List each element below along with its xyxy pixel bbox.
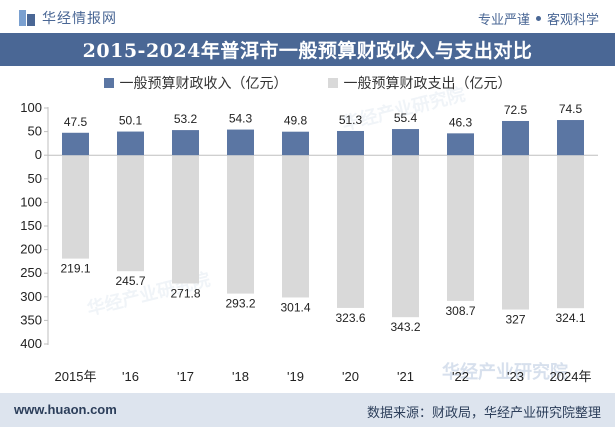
title-band: 2015-2024年普洱市一般预算财政收入与支出对比 bbox=[0, 33, 615, 66]
x-category-label: '21 bbox=[397, 369, 414, 384]
legend-swatch-income bbox=[103, 78, 114, 88]
expense-value-label: 271.8 bbox=[170, 286, 200, 300]
x-category-label: '17 bbox=[177, 369, 194, 384]
brand-logo: 华经情报网 bbox=[18, 8, 117, 28]
y-tick-label: 200 bbox=[20, 242, 42, 257]
y-tick-label: 50 bbox=[28, 124, 42, 139]
y-tick-label: 400 bbox=[20, 336, 42, 351]
income-value-label: 51.3 bbox=[339, 113, 363, 127]
y-tick-label: 300 bbox=[20, 289, 42, 304]
x-category-label: 2015年 bbox=[55, 369, 97, 384]
y-tick-label: 100 bbox=[20, 194, 42, 209]
chart-title: 2015-2024年普洱市一般预算财政收入与支出对比 bbox=[82, 40, 533, 62]
income-bar bbox=[337, 130, 364, 156]
income-value-label: 50.1 bbox=[119, 114, 143, 128]
y-tick-label: 350 bbox=[20, 312, 42, 327]
expense-value-label: 219.1 bbox=[60, 262, 90, 276]
expense-bar bbox=[227, 155, 254, 294]
expense-value-label: 324.1 bbox=[555, 311, 585, 325]
expense-bar bbox=[557, 155, 584, 309]
slogan-left: 专业严谨 bbox=[477, 12, 530, 27]
income-value-label: 49.8 bbox=[284, 114, 308, 128]
x-category-label: '16 bbox=[122, 369, 139, 384]
x-category-label: 2024年 bbox=[550, 369, 592, 384]
watermark-text: 华经产业研究院 bbox=[442, 361, 568, 383]
y-tick-label: 50 bbox=[28, 171, 42, 186]
expense-value-label: 293.2 bbox=[225, 297, 255, 311]
income-value-label: 46.3 bbox=[449, 115, 473, 129]
y-tick-label: 150 bbox=[20, 218, 42, 233]
expense-value-label: 343.2 bbox=[390, 320, 420, 334]
income-bar bbox=[557, 120, 584, 156]
x-category-label: '18 bbox=[232, 369, 249, 384]
income-value-label: 53.2 bbox=[174, 112, 198, 126]
income-bar bbox=[447, 133, 474, 156]
income-value-label: 55.4 bbox=[394, 111, 418, 125]
expense-bar bbox=[117, 155, 144, 272]
footer-source: 数据来源：财政局，华经产业研究院整理 bbox=[366, 405, 601, 420]
top-bar: 华经情报网 专业严谨 客观科学 bbox=[0, 0, 615, 33]
brand-name: 华经情报网 bbox=[42, 10, 117, 26]
expense-bar bbox=[282, 155, 309, 298]
bar-chart: 华经产业研究院华经产业研究院华经产业研究院1005005010015020025… bbox=[20, 83, 598, 384]
y-tick-label: 250 bbox=[20, 265, 42, 280]
income-value-label: 72.5 bbox=[504, 103, 528, 117]
income-value-label: 47.5 bbox=[64, 115, 88, 129]
income-bar bbox=[172, 130, 199, 156]
legend-label-income: 一般预算财政收入（亿元） bbox=[119, 75, 288, 91]
x-category-label: '22 bbox=[452, 369, 469, 384]
slogan-dot-icon bbox=[535, 16, 541, 21]
income-bar bbox=[117, 131, 144, 156]
expense-bar bbox=[337, 155, 364, 308]
expense-bar bbox=[392, 155, 419, 318]
income-bar bbox=[62, 132, 89, 156]
expense-value-label: 301.4 bbox=[280, 300, 310, 314]
brand-icon bbox=[19, 10, 35, 26]
income-bar bbox=[282, 131, 309, 156]
income-bar bbox=[227, 129, 254, 156]
x-category-label: '20 bbox=[342, 369, 359, 384]
legend-label-expense: 一般预算财政支出（亿元） bbox=[343, 75, 512, 91]
slogan: 专业严谨 客观科学 bbox=[478, 9, 599, 28]
expense-bar bbox=[447, 155, 474, 301]
legend: 一般预算财政收入（亿元） 一般预算财政支出（亿元） bbox=[0, 72, 615, 94]
income-bar bbox=[502, 120, 529, 156]
income-bar bbox=[392, 129, 419, 156]
expense-value-label: 245.7 bbox=[115, 274, 145, 288]
expense-bar bbox=[62, 155, 89, 259]
x-category-label: '23 bbox=[507, 369, 524, 384]
legend-item-income: 一般预算财政收入（亿元） bbox=[103, 72, 288, 94]
footer: www.huaon.com 数据来源：财政局，华经产业研究院整理 bbox=[0, 393, 615, 427]
footer-url: www.huaon.com bbox=[14, 402, 117, 417]
expense-bar bbox=[502, 155, 529, 310]
expense-value-label: 308.7 bbox=[445, 304, 475, 318]
x-category-label: '19 bbox=[287, 369, 304, 384]
expense-bar bbox=[172, 155, 199, 284]
expense-value-label: 323.6 bbox=[335, 311, 365, 325]
legend-item-expense: 一般预算财政支出（亿元） bbox=[327, 72, 512, 94]
y-tick-label: 0 bbox=[35, 147, 42, 162]
legend-swatch-expense bbox=[327, 78, 338, 88]
y-tick-label: 100 bbox=[20, 100, 42, 115]
expense-value-label: 327 bbox=[505, 313, 525, 327]
slogan-right: 客观科学 bbox=[546, 12, 599, 27]
income-value-label: 54.3 bbox=[229, 112, 253, 126]
income-value-label: 74.5 bbox=[559, 102, 583, 116]
